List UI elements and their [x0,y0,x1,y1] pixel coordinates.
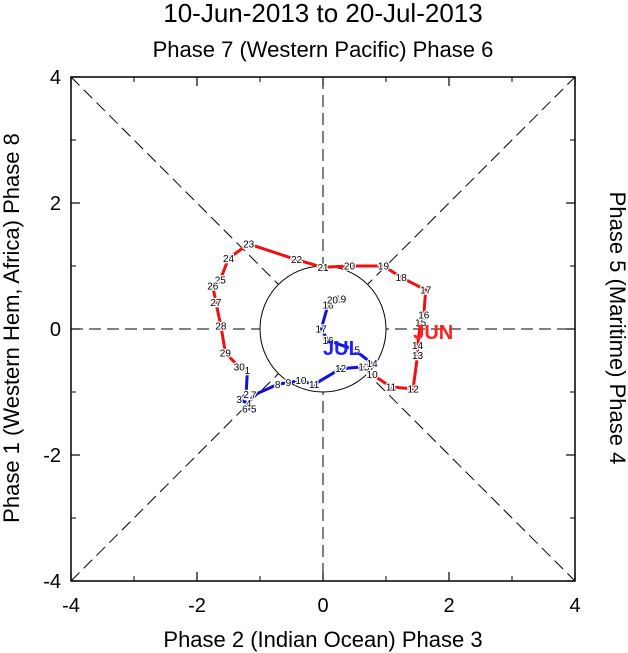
series-line-jun [211,242,428,391]
day-label: 19 [378,262,390,273]
series-lines [211,242,428,411]
day-label: 2 [243,390,249,401]
day-label: 16 [418,311,430,322]
month-label: JUN [413,322,453,344]
chart-title: 10-Jun-2013 to 20-Jul-2013 [163,0,482,28]
diagonal-divider-nw-se [70,76,576,582]
x-tick-label: -2 [188,595,206,617]
day-label: 18 [396,273,408,284]
day-label: 8 [275,380,281,391]
left-phase-label: Phase 1 (Western Hem, Africa) Phase 8 [0,133,24,523]
day-label: 30 [234,362,246,373]
day-label: 17 [420,285,432,296]
y-tick-label: -2 [43,445,61,467]
day-label: 29 [220,348,232,359]
day-label: 9 [286,378,292,389]
day-label: 12 [335,364,347,375]
day-label: 15 [349,345,361,356]
day-label: 18 [322,301,334,312]
day-label: 16 [322,336,334,347]
day-label: 11 [309,380,320,391]
y-tick-label: 4 [50,67,61,89]
day-label: 14 [367,359,379,370]
day-label: 21 [317,263,329,274]
day-label: 5 [251,405,257,416]
day-label: 27 [210,298,222,309]
day-label: 19 [335,294,347,305]
x-tick-label: 4 [569,595,580,617]
x-tick-label: 0 [317,595,328,617]
day-label: 13 [412,351,424,362]
day-label: 22 [291,255,303,266]
right-phase-label: Phase 5 (Maritime) Phase 4 [605,192,628,465]
day-label: 12 [408,384,420,395]
series-line-jul [237,297,374,411]
day-label: 4 [246,399,252,410]
day-label: 14 [412,341,424,352]
day-label: 28 [215,321,227,332]
day-label: 7 [251,391,257,402]
day-label: 13 [358,362,370,373]
day-label: 20 [327,296,339,307]
day-label: 1 [245,366,251,377]
y-tick-label: -4 [43,571,61,593]
bottom-phase-label: Phase 2 (Indian Ocean) Phase 3 [163,627,482,652]
top-phase-label: Phase 7 (Western Pacific) Phase 6 [153,37,494,62]
x-tick-label: 2 [443,595,454,617]
day-label: 24 [223,254,235,265]
month-labels: JUN JUL [323,322,453,360]
y-tick-label: 0 [50,319,61,341]
day-label: 10 [367,370,379,381]
day-label: 26 [207,282,219,293]
day-label: 10 [295,376,307,387]
x-tick-label: -4 [62,595,80,617]
diagonal-divider-ne-sw [70,76,576,582]
day-label: 6 [242,405,248,416]
day-label: 20 [344,262,356,273]
month-label: JUL [323,338,361,360]
day-label: 23 [243,239,255,250]
day-label: 17 [316,325,328,336]
day-label: 3 [236,395,242,406]
day-label: 25 [215,275,227,286]
y-tick-label: 2 [50,193,61,215]
day-label: 15 [415,318,427,329]
plot-frame [70,76,576,582]
day-label: 11 [386,382,397,393]
